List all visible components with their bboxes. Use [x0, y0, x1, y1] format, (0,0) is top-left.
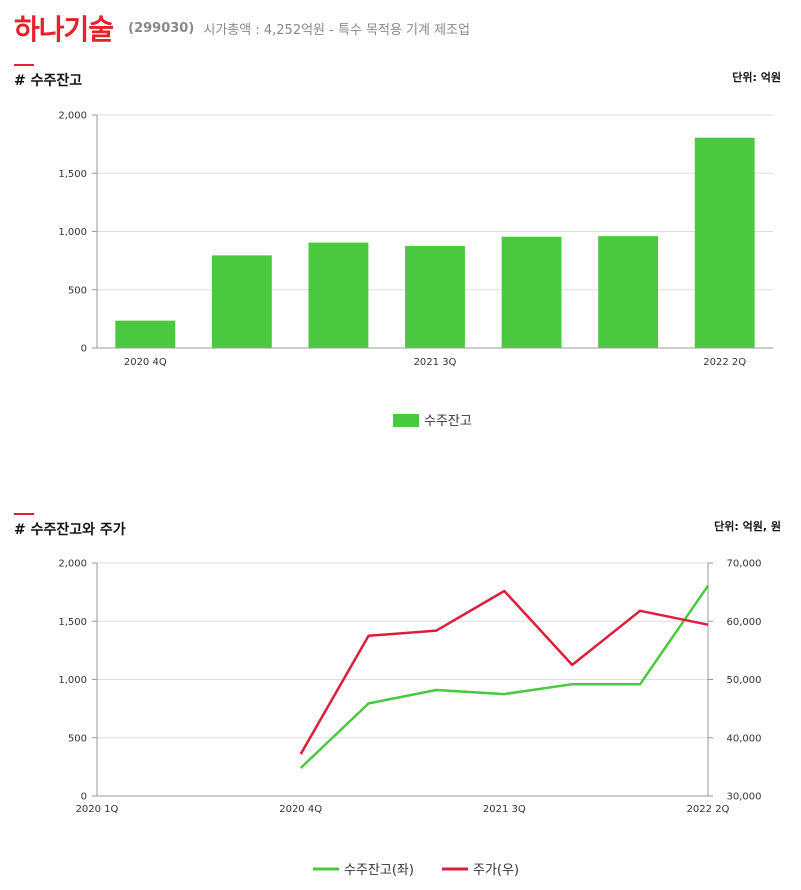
bar: [308, 242, 369, 348]
bar: [501, 236, 562, 348]
x-tick-label: 2020 4Q: [124, 357, 167, 368]
price-series-line: [299, 589, 709, 755]
backlog-bar-chart: 0 500 1,000 1,500 2,000 2020 4Q 2021 3Q 2022 2Q…: [58, 111, 773, 429]
y2-tick-label: 30,000: [727, 792, 762, 803]
y-tick-label: 1,500: [58, 169, 87, 180]
y2-tick-label: 70,000: [727, 559, 762, 570]
y2-tick-label: 50,000: [727, 675, 762, 686]
legend-label: 수주잔고(좌): [344, 863, 414, 878]
section-accent-bar: [14, 513, 34, 515]
y-tick-label: 0: [81, 792, 87, 803]
section-accent-bar: [14, 64, 34, 66]
bar: [694, 137, 755, 348]
backlog-price-unit-label: 단위: 억원, 원: [714, 520, 781, 533]
backlog-price-section-title: # 수주잔고와 주가: [14, 522, 126, 538]
y-tick-label: 500: [68, 733, 87, 744]
x-tick-label: 2021 3Q: [483, 804, 526, 815]
y-tick-label: 500: [68, 285, 87, 296]
y-tick-label: 1,000: [58, 227, 87, 238]
y-tick-label: 2,000: [58, 559, 87, 570]
x-tick-label: 2022 2Q: [687, 804, 730, 815]
x-tick-label: 2020 4Q: [279, 804, 322, 815]
y2-tick-label: 60,000: [727, 617, 762, 628]
y2-tick-label: 40,000: [727, 733, 762, 744]
y-tick-label: 1,500: [58, 617, 87, 628]
backlog-series-line: [299, 584, 710, 769]
x-tick-label: 2020 1Q: [76, 804, 119, 815]
backlog-price-line-chart: 0 500 1,000 1,500 2,000 30,000 40,000 50,000 60,…: [58, 559, 762, 879]
bar: [598, 236, 659, 348]
legend-label: 주가(우): [473, 863, 519, 878]
y-tick-label: 0: [81, 344, 87, 355]
bar: [115, 320, 176, 348]
backlog-section-title: # 수주잔고: [14, 73, 83, 89]
x-tick-label: 2021 3Q: [414, 357, 457, 368]
bar: [405, 246, 465, 348]
x-tick-label: 2022 2Q: [703, 357, 746, 368]
page-header: 하나기술 (299030) 시가총액 : 4,252억원 - 특수 목적용 기계…: [14, 8, 470, 48]
bar: [211, 255, 272, 348]
y-tick-label: 2,000: [58, 111, 87, 122]
y-tick-label: 1,000: [58, 675, 87, 686]
company-name: 하나기술: [14, 13, 114, 46]
ticker-code: (299030): [128, 20, 195, 36]
backlog-unit-label: 단위: 억원: [732, 71, 781, 84]
legend-swatch: [393, 414, 419, 427]
company-description: 시가총액 : 4,252억원 - 특수 목적용 기계 제조업: [203, 22, 470, 38]
legend-label: 수주잔고: [424, 414, 472, 429]
